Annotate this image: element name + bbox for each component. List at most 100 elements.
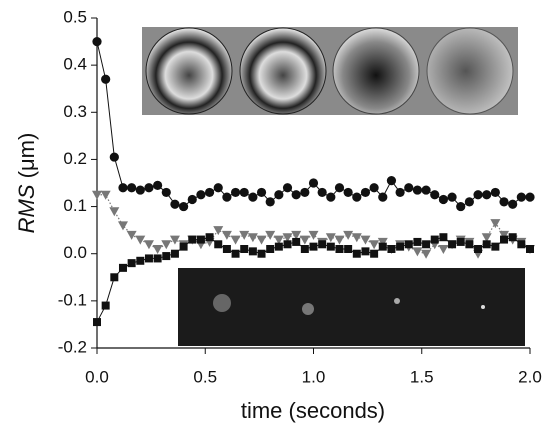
square-marker	[508, 233, 517, 242]
triangle-marker	[490, 219, 501, 229]
square-marker	[318, 240, 327, 249]
triangle-marker	[143, 240, 154, 250]
circle-marker	[343, 187, 353, 198]
square-marker	[361, 247, 370, 256]
x-tick-label: 2.0	[518, 367, 542, 386]
y-tick-label: -0.1	[58, 290, 87, 309]
square-marker	[413, 237, 422, 246]
spot-inset	[178, 268, 525, 346]
triangle-marker	[230, 235, 241, 245]
circle-marker	[101, 74, 111, 84]
circle-marker	[438, 194, 448, 205]
circle-marker	[447, 192, 457, 202]
circle-marker	[482, 190, 492, 200]
square-marker	[422, 240, 431, 249]
square-marker	[248, 247, 257, 256]
y-tick-label: 0.2	[63, 149, 87, 168]
triangle-marker	[152, 245, 163, 254]
square-marker	[300, 245, 309, 253]
triangle-marker	[421, 249, 432, 259]
square-marker	[118, 263, 127, 272]
triangle-marker	[351, 233, 362, 243]
x-tick-label: 1.5	[410, 367, 434, 386]
square-marker	[162, 252, 171, 261]
square-marker	[500, 235, 509, 244]
square-marker	[93, 318, 101, 327]
x-tick-label: 0.0	[85, 367, 109, 386]
triangle-marker	[92, 190, 102, 200]
square-marker	[326, 242, 335, 251]
square-marker	[266, 245, 275, 253]
x-axis-label: time (seconds)	[241, 398, 385, 423]
circle-marker	[360, 187, 371, 198]
square-marker	[188, 235, 197, 244]
circle-marker	[508, 199, 518, 209]
y-tick-label: 0.3	[63, 102, 87, 121]
square-marker	[352, 249, 361, 258]
triangle-marker	[438, 245, 449, 254]
square-marker	[474, 245, 483, 253]
circle-marker	[204, 187, 215, 198]
circle-marker	[386, 176, 397, 186]
circle-marker	[179, 201, 189, 212]
circle-marker	[144, 183, 154, 193]
triangle-marker	[117, 221, 128, 231]
circle-marker	[369, 183, 379, 193]
square-marker	[482, 240, 491, 249]
circle-marker	[127, 183, 137, 193]
square-marker	[240, 245, 249, 253]
y-axis-label: RMS (μm)	[14, 133, 39, 234]
square-marker	[396, 242, 405, 251]
square-marker	[404, 240, 413, 249]
circle-marker	[378, 192, 388, 202]
square-marker	[526, 245, 534, 253]
square-marker	[101, 301, 110, 310]
square-marker	[387, 245, 396, 253]
triangle-marker	[169, 235, 180, 245]
circle-marker	[412, 185, 423, 195]
triangle-marker	[360, 235, 371, 245]
circle-marker	[222, 192, 232, 202]
circle-marker	[317, 187, 327, 198]
square-marker	[257, 249, 266, 258]
circle-marker	[153, 180, 163, 190]
triangle-marker	[412, 247, 423, 257]
triangle-marker	[247, 233, 258, 243]
triangle-marker	[239, 230, 250, 240]
circle-marker	[499, 197, 509, 207]
triangle-marker	[343, 230, 354, 240]
square-marker	[378, 242, 387, 251]
square-marker	[144, 254, 153, 263]
circle-marker	[135, 185, 145, 195]
square-marker	[370, 249, 379, 258]
triangle-marker	[126, 230, 137, 240]
triangle-marker	[265, 230, 276, 240]
square-marker	[309, 242, 318, 251]
triangle-marker	[377, 237, 388, 247]
circle-marker	[187, 194, 197, 205]
square-marker	[448, 240, 457, 249]
y-axis-label-italic: RMS	[14, 184, 39, 233]
triangle-marker	[161, 240, 172, 250]
circle-marker	[308, 178, 319, 188]
triangle-marker	[308, 230, 319, 240]
triangle-marker	[221, 230, 232, 240]
circle-marker	[274, 190, 284, 200]
triangle-marker	[282, 233, 293, 243]
circle-marker	[196, 190, 206, 200]
triangle-marker	[481, 233, 492, 243]
circle-marker	[239, 187, 249, 198]
square-marker	[430, 235, 439, 244]
square-marker	[292, 237, 301, 246]
circle-marker	[161, 187, 171, 198]
circle-marker	[109, 152, 119, 162]
triangle-marker	[135, 235, 146, 245]
y-tick-label: 0.0	[63, 243, 87, 262]
circle-marker	[525, 192, 535, 202]
triangle-marker	[369, 240, 380, 250]
fringe-inset	[142, 27, 518, 115]
square-marker	[456, 237, 465, 246]
y-tick-label: -0.2	[58, 337, 87, 356]
square-marker	[127, 259, 136, 268]
